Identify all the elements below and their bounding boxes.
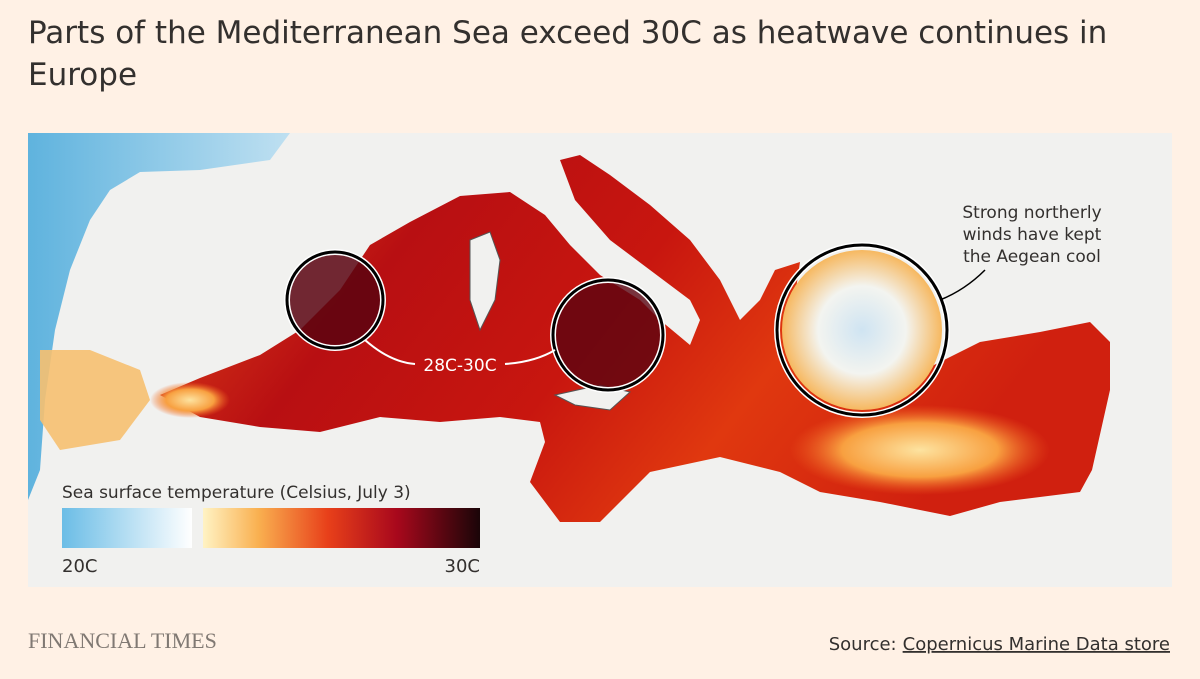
- source: Source: Copernicus Marine Data store: [829, 634, 1170, 655]
- atlantic-warm: [40, 350, 150, 450]
- legend-min-label: 20C: [62, 556, 97, 577]
- annotation-line: winds have kept: [963, 225, 1102, 245]
- atlantic: [28, 133, 290, 500]
- colorbar-cool: [62, 508, 192, 548]
- warm-water-alboran: [150, 382, 230, 418]
- hot-zone-balearic: [287, 252, 383, 348]
- aegean-annotation: Strong northerly winds have kept the Aeg…: [962, 203, 1101, 267]
- source-prefix: Source:: [829, 634, 897, 655]
- legend-max-label: 30C: [445, 556, 480, 577]
- hot-zone-label: 28C-30C: [423, 356, 496, 376]
- source-link[interactable]: Copernicus Marine Data store: [903, 634, 1170, 655]
- hot-zone-tyrrhenian: [553, 280, 663, 390]
- legend-title: Sea surface temperature (Celsius, July 3…: [62, 483, 411, 503]
- legend: Sea surface temperature (Celsius, July 3…: [62, 483, 480, 577]
- warm-water-east: [790, 405, 1050, 495]
- corsica-sardinia: [469, 231, 501, 332]
- annotation-line: Strong northerly: [962, 203, 1101, 223]
- annotation-circles: [284, 242, 986, 418]
- map: [28, 133, 1172, 587]
- brand: FINANCIAL TIMES: [28, 628, 217, 653]
- title: Parts of the Mediterranean Sea exceed 30…: [28, 15, 1108, 93]
- annotation-line: the Aegean cool: [963, 247, 1101, 267]
- colorbar-warm: [203, 508, 480, 548]
- aegean-sea: [782, 250, 942, 410]
